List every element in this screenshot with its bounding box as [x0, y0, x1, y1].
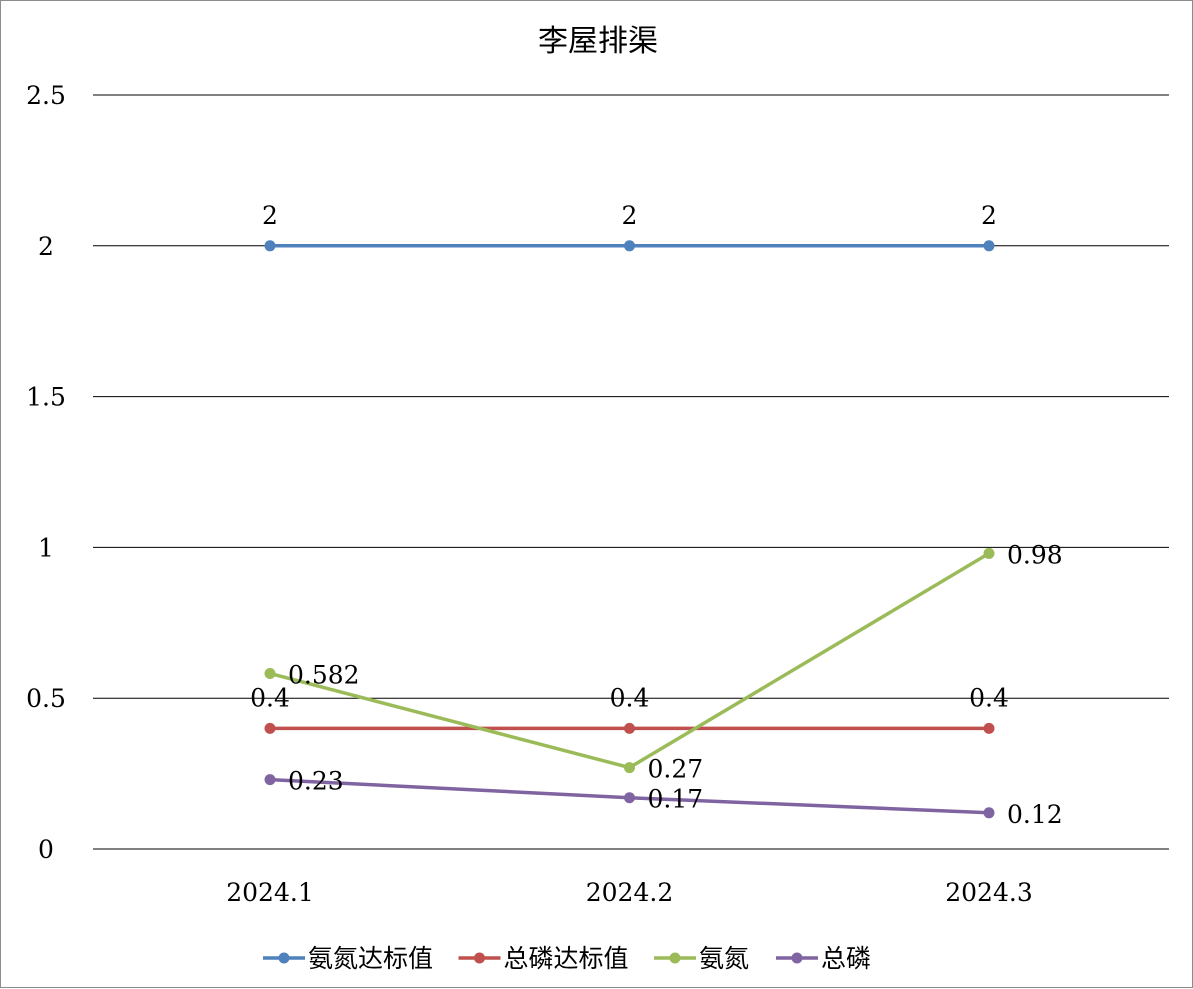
y-tick-label: 0: [38, 835, 54, 864]
chart-title: 李屋排渠: [538, 24, 658, 59]
legend-label: 总磷: [821, 944, 871, 973]
data-label: 0.4: [610, 683, 650, 712]
data-point: [264, 722, 276, 734]
y-tick-label: 1: [38, 533, 54, 562]
y-tick-label: 2.5: [26, 81, 66, 110]
x-tick-label: 2024.1: [226, 878, 313, 907]
legend-marker: [278, 952, 290, 964]
data-label: 2: [981, 201, 997, 230]
data-point: [983, 722, 995, 734]
y-tick-label: 1.5: [26, 383, 66, 412]
y-tick-label: 2: [38, 232, 54, 261]
data-label: 0.23: [288, 767, 344, 796]
legend-label: 氨氮达标值: [308, 944, 433, 973]
y-tick-label: 0.5: [26, 684, 66, 713]
data-point: [624, 762, 635, 774]
data-point: [983, 240, 995, 252]
data-point: [264, 240, 276, 252]
data-label: 0.582: [288, 660, 360, 689]
legend-label: 氨氮: [699, 944, 749, 973]
legend: 氨氮达标值 总磷达标值 氨氮 总磷: [263, 944, 871, 973]
legend-label: 总磷达标值: [504, 944, 629, 973]
data-point: [624, 792, 635, 804]
legend-marker: [474, 952, 485, 964]
data-label: 0.12: [1007, 800, 1063, 829]
x-axis-ticks: 2024.1 2024.2 2024.3: [226, 878, 1032, 907]
data-label: 2: [622, 201, 638, 230]
data-point: [624, 240, 635, 252]
data-point: [983, 547, 995, 559]
data-point: [264, 774, 276, 786]
data-label: 0.98: [1007, 540, 1063, 569]
x-tick-label: 2024.2: [586, 878, 673, 907]
data-label: 0.4: [250, 683, 290, 712]
data-point: [624, 722, 635, 734]
data-label: 0.17: [648, 785, 704, 814]
y-axis-ticks: 0 0.5 1 1.5 2 2.5: [26, 81, 66, 864]
data-label: 0.4: [969, 683, 1009, 712]
data-point: [983, 807, 995, 819]
data-label: 0.27: [648, 755, 704, 784]
legend-marker: [669, 952, 681, 964]
series-line: [269, 551, 990, 770]
data-point: [264, 667, 276, 679]
x-tick-label: 2024.3: [945, 878, 1032, 907]
legend-marker: [791, 952, 803, 964]
data-label: 2: [262, 201, 278, 230]
